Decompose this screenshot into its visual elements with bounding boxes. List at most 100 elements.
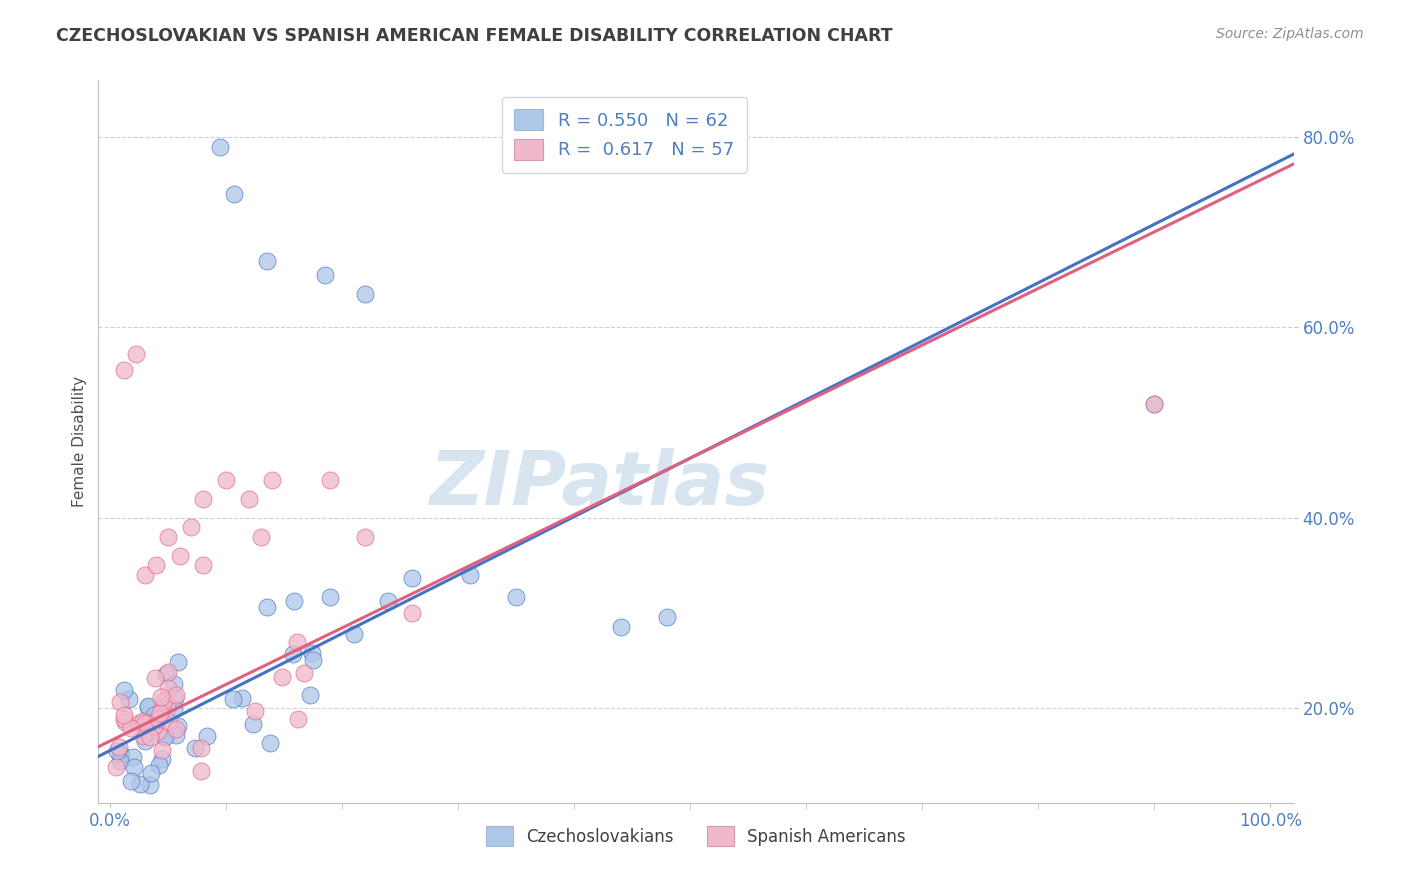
Point — [114, 714, 136, 729]
Point — [134, 716, 156, 731]
Point — [118, 691, 141, 706]
Point — [222, 692, 245, 706]
Point — [166, 728, 188, 742]
Point — [108, 754, 131, 768]
Point — [262, 473, 284, 487]
Point — [354, 530, 377, 544]
Text: Source: ZipAtlas.com: Source: ZipAtlas.com — [1216, 27, 1364, 41]
Point — [138, 717, 160, 731]
Point — [242, 717, 264, 731]
Point — [1143, 396, 1166, 410]
Point — [458, 567, 481, 582]
Point — [238, 491, 260, 506]
Point — [1143, 396, 1166, 410]
Point — [150, 690, 173, 705]
Point — [285, 635, 308, 649]
Point — [401, 606, 423, 620]
Point — [270, 670, 292, 684]
Point — [163, 676, 186, 690]
Point — [180, 520, 202, 534]
Point — [112, 363, 135, 377]
Point — [120, 721, 142, 735]
Point — [139, 765, 162, 780]
Text: ZIPatlas: ZIPatlas — [430, 449, 770, 522]
Point — [156, 665, 179, 679]
Point — [136, 699, 159, 714]
Point — [148, 758, 170, 772]
Point — [250, 530, 273, 544]
Point — [183, 740, 205, 755]
Point — [195, 729, 218, 743]
Point — [354, 287, 377, 301]
Point — [156, 697, 179, 711]
Point — [112, 712, 135, 726]
Point — [120, 773, 142, 788]
Point — [143, 671, 166, 685]
Point — [132, 729, 155, 743]
Point — [110, 748, 132, 763]
Point — [314, 268, 336, 282]
Point — [134, 567, 156, 582]
Point — [150, 743, 173, 757]
Point — [165, 722, 187, 736]
Point — [145, 558, 167, 573]
Point — [146, 724, 169, 739]
Point — [155, 667, 177, 681]
Point — [283, 593, 305, 607]
Point — [319, 473, 342, 487]
Point — [110, 695, 132, 709]
Point — [166, 655, 188, 669]
Point — [281, 647, 304, 661]
Point — [128, 716, 150, 731]
Point — [302, 652, 325, 666]
Point — [256, 253, 278, 268]
Point — [136, 699, 159, 714]
Point — [190, 764, 212, 778]
Point — [157, 714, 180, 729]
Point — [129, 777, 152, 791]
Point — [150, 752, 173, 766]
Point — [167, 719, 190, 733]
Point — [209, 140, 232, 154]
Point — [149, 706, 172, 720]
Point — [107, 744, 129, 758]
Point — [259, 736, 281, 750]
Point — [169, 549, 191, 563]
Y-axis label: Female Disability: Female Disability — [72, 376, 87, 508]
Point — [191, 491, 214, 506]
Point — [165, 690, 187, 705]
Point — [131, 714, 153, 728]
Point — [157, 530, 180, 544]
Point — [256, 599, 278, 614]
Text: CZECHOSLOVAKIAN VS SPANISH AMERICAN FEMALE DISABILITY CORRELATION CHART: CZECHOSLOVAKIAN VS SPANISH AMERICAN FEMA… — [56, 27, 893, 45]
Point — [224, 187, 246, 202]
Point — [301, 646, 323, 660]
Point — [343, 627, 366, 641]
Point — [139, 778, 162, 792]
Point — [401, 570, 423, 584]
Point — [153, 731, 176, 745]
Point — [505, 590, 527, 604]
Point — [105, 760, 128, 774]
Point — [150, 701, 173, 715]
Point — [124, 347, 146, 361]
Point — [143, 719, 166, 733]
Point — [156, 702, 179, 716]
Point — [655, 610, 678, 624]
Point — [298, 688, 321, 702]
Point — [112, 708, 135, 723]
Point — [165, 688, 187, 702]
Point — [163, 702, 186, 716]
Point — [146, 713, 169, 727]
Point — [215, 473, 238, 487]
Point — [245, 704, 267, 718]
Point — [152, 729, 174, 743]
Point — [112, 682, 135, 697]
Point — [377, 593, 399, 607]
Point — [132, 728, 155, 742]
Point — [139, 730, 162, 744]
Point — [319, 590, 342, 604]
Point — [287, 712, 309, 726]
Point — [231, 691, 253, 706]
Point — [191, 558, 214, 573]
